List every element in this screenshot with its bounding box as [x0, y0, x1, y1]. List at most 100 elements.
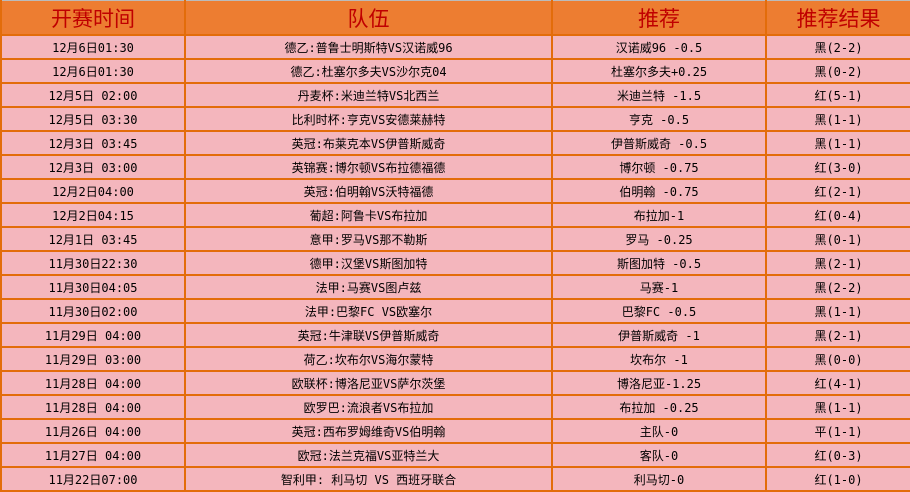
match-time: 12月2日04:15	[0, 202, 186, 228]
match-result: 红(3-0)	[765, 154, 910, 180]
match-teams: 欧冠:法兰克福VS亚特兰大	[184, 442, 553, 468]
match-teams: 荷乙:坎布尔VS海尔蒙特	[184, 346, 553, 372]
table-row: 11月22日07:00 智利甲: 利马切 VS 西班牙联合 利马切-0 红(1-0)	[0, 466, 910, 492]
match-pick: 伊普斯威奇 -1	[551, 322, 767, 348]
match-result: 黑(2-2)	[765, 34, 910, 60]
match-pick: 杜塞尔多夫+0.25	[551, 58, 767, 84]
match-result: 红(0-3)	[765, 442, 910, 468]
match-teams: 英锦赛:博尔顿VS布拉德福德	[184, 154, 553, 180]
match-time: 12月6日01:30	[0, 58, 186, 84]
match-result: 黑(0-2)	[765, 58, 910, 84]
match-time: 11月28日 04:00	[0, 394, 186, 420]
match-time: 11月30日04:05	[0, 274, 186, 300]
match-teams: 德乙:杜塞尔多夫VS沙尔克04	[184, 58, 553, 84]
header-result: 推荐结果	[765, 0, 910, 36]
match-teams: 比利时杯:亨克VS安德莱赫特	[184, 106, 553, 132]
match-pick: 汉诺威96 -0.5	[551, 34, 767, 60]
match-teams: 法甲:巴黎FC VS欧塞尔	[184, 298, 553, 324]
match-time: 11月22日07:00	[0, 466, 186, 492]
match-time: 12月6日01:30	[0, 34, 186, 60]
table-row: 12月5日 03:30 比利时杯:亨克VS安德莱赫特 亨克 -0.5 黑(1-1)	[0, 106, 910, 132]
match-pick: 布拉加 -0.25	[551, 394, 767, 420]
match-result: 红(0-4)	[765, 202, 910, 228]
match-result: 黑(1-1)	[765, 106, 910, 132]
match-teams: 葡超:阿鲁卡VS布拉加	[184, 202, 553, 228]
table-row: 11月27日 04:00 欧冠:法兰克福VS亚特兰大 客队-0 红(0-3)	[0, 442, 910, 468]
match-result: 红(5-1)	[765, 82, 910, 108]
match-teams: 英冠:西布罗姆维奇VS伯明翰	[184, 418, 553, 444]
match-teams: 法甲:马赛VS图卢兹	[184, 274, 553, 300]
match-pick: 伊普斯威奇 -0.5	[551, 130, 767, 156]
match-teams: 智利甲: 利马切 VS 西班牙联合	[184, 466, 553, 492]
match-result: 黑(1-1)	[765, 298, 910, 324]
match-time: 12月3日 03:45	[0, 130, 186, 156]
table-row: 12月3日 03:45 英冠:布莱克本VS伊普斯威奇 伊普斯威奇 -0.5 黑(1-1…	[0, 130, 910, 156]
match-result: 红(1-0)	[765, 466, 910, 492]
match-teams: 丹麦杯:米迪兰特VS北西兰	[184, 82, 553, 108]
table-row: 12月5日 02:00 丹麦杯:米迪兰特VS北西兰 米迪兰特 -1.5 红(5-1)	[0, 82, 910, 108]
match-result: 黑(0-1)	[765, 226, 910, 252]
table-row: 11月30日22:30 德甲:汉堡VS斯图加特 斯图加特 -0.5 黑(2-1)	[0, 250, 910, 276]
match-time: 11月29日 04:00	[0, 322, 186, 348]
match-pick: 罗马 -0.25	[551, 226, 767, 252]
match-time: 12月5日 02:00	[0, 82, 186, 108]
match-pick: 博尔顿 -0.75	[551, 154, 767, 180]
match-teams: 英冠:布莱克本VS伊普斯威奇	[184, 130, 553, 156]
match-result: 黑(2-1)	[765, 250, 910, 276]
header-teams: 队伍	[184, 0, 553, 36]
match-pick: 坎布尔 -1	[551, 346, 767, 372]
table-row: 11月26日 04:00 英冠:西布罗姆维奇VS伯明翰 主队-0 平(1-1)	[0, 418, 910, 444]
match-pick: 布拉加-1	[551, 202, 767, 228]
match-pick: 巴黎FC -0.5	[551, 298, 767, 324]
match-pick: 米迪兰特 -1.5	[551, 82, 767, 108]
match-pick: 亨克 -0.5	[551, 106, 767, 132]
match-pick: 客队-0	[551, 442, 767, 468]
table-row: 12月6日01:30 德乙:杜塞尔多夫VS沙尔克04 杜塞尔多夫+0.25 黑(0-2…	[0, 58, 910, 84]
table-row: 12月6日01:30 德乙:普鲁士明斯特VS汉诺威96 汉诺威96 -0.5 黑(2-…	[0, 34, 910, 60]
match-teams: 德甲:汉堡VS斯图加特	[184, 250, 553, 276]
match-teams: 英冠:伯明翰VS沃特福德	[184, 178, 553, 204]
match-time: 12月3日 03:00	[0, 154, 186, 180]
match-pick: 博洛尼亚-1.25	[551, 370, 767, 396]
match-time: 11月27日 04:00	[0, 442, 186, 468]
match-teams: 英冠:牛津联VS伊普斯威奇	[184, 322, 553, 348]
header-pick: 推荐	[551, 0, 767, 36]
match-time: 12月5日 03:30	[0, 106, 186, 132]
match-time: 11月29日 03:00	[0, 346, 186, 372]
match-teams: 欧罗巴:流浪者VS布拉加	[184, 394, 553, 420]
match-time: 11月26日 04:00	[0, 418, 186, 444]
match-time: 11月30日02:00	[0, 298, 186, 324]
table-row: 11月29日 04:00 英冠:牛津联VS伊普斯威奇 伊普斯威奇 -1 黑(2-1)	[0, 322, 910, 348]
match-time: 11月28日 04:00	[0, 370, 186, 396]
table-row: 11月29日 03:00 荷乙:坎布尔VS海尔蒙特 坎布尔 -1 黑(0-0)	[0, 346, 910, 372]
match-result: 黑(1-1)	[765, 394, 910, 420]
match-result: 平(1-1)	[765, 418, 910, 444]
table-row: 11月28日 04:00 欧联杯:博洛尼亚VS萨尔茨堡 博洛尼亚-1.25 红(4-1…	[0, 370, 910, 396]
header-time: 开赛时间	[0, 0, 186, 36]
match-time: 12月1日 03:45	[0, 226, 186, 252]
match-pick: 马赛-1	[551, 274, 767, 300]
table-row: 11月30日02:00 法甲:巴黎FC VS欧塞尔 巴黎FC -0.5 黑(1-1)	[0, 298, 910, 324]
table-row: 12月3日 03:00 英锦赛:博尔顿VS布拉德福德 博尔顿 -0.75 红(3-0)	[0, 154, 910, 180]
match-pick: 主队-0	[551, 418, 767, 444]
match-teams: 欧联杯:博洛尼亚VS萨尔茨堡	[184, 370, 553, 396]
match-pick: 利马切-0	[551, 466, 767, 492]
match-result: 黑(2-1)	[765, 322, 910, 348]
match-result: 黑(2-2)	[765, 274, 910, 300]
match-result: 红(2-1)	[765, 178, 910, 204]
match-teams: 意甲:罗马VS那不勒斯	[184, 226, 553, 252]
table-row: 12月2日04:00 英冠:伯明翰VS沃特福德 伯明翰 -0.75 红(2-1)	[0, 178, 910, 204]
header-row: 开赛时间 队伍 推荐 推荐结果	[0, 0, 910, 36]
table-row: 11月28日 04:00 欧罗巴:流浪者VS布拉加 布拉加 -0.25 黑(1-1)	[0, 394, 910, 420]
match-result: 红(4-1)	[765, 370, 910, 396]
table-row: 11月30日04:05 法甲:马赛VS图卢兹 马赛-1 黑(2-2)	[0, 274, 910, 300]
table-row: 12月1日 03:45 意甲:罗马VS那不勒斯 罗马 -0.25 黑(0-1)	[0, 226, 910, 252]
match-time: 12月2日04:00	[0, 178, 186, 204]
match-result: 黑(1-1)	[765, 130, 910, 156]
table-row: 12月2日04:15 葡超:阿鲁卡VS布拉加 布拉加-1 红(0-4)	[0, 202, 910, 228]
match-time: 11月30日22:30	[0, 250, 186, 276]
match-pick: 伯明翰 -0.75	[551, 178, 767, 204]
match-pick: 斯图加特 -0.5	[551, 250, 767, 276]
match-teams: 德乙:普鲁士明斯特VS汉诺威96	[184, 34, 553, 60]
